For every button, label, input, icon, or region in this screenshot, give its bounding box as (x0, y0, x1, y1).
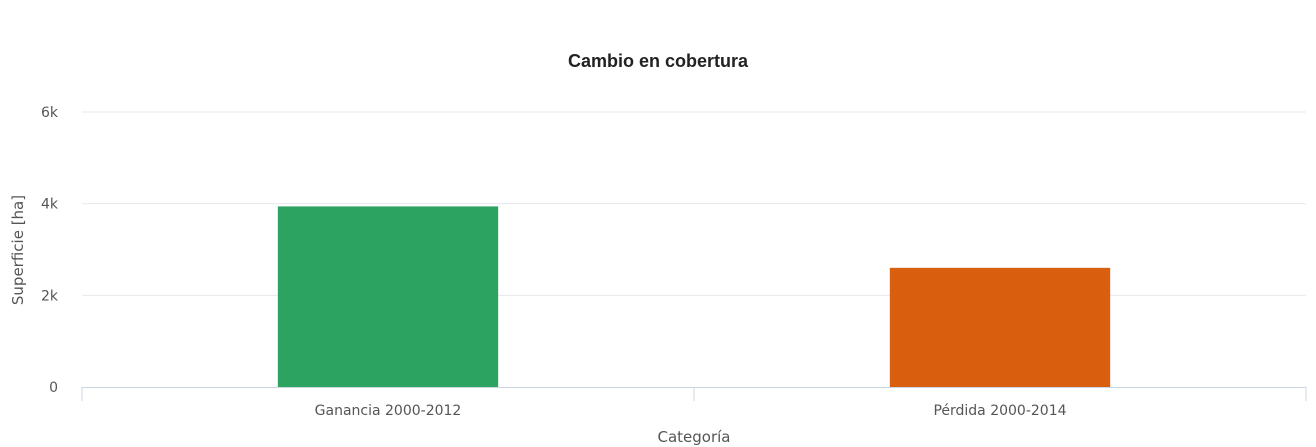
y-tick-label: 0 (49, 380, 58, 396)
y-tick-label: 6k (41, 105, 59, 121)
y-axis-ticks: 0 2k 4k 6k (41, 105, 59, 396)
x-axis-ticks: Ganancia 2000-2012 Pérdida 2000-2014 (315, 403, 1067, 419)
y-axis-label: Superficie [ha] (9, 195, 27, 305)
x-axis (81, 387, 1307, 401)
x-tick-label: Ganancia 2000-2012 (315, 403, 462, 419)
bar-perdida[interactable] (889, 267, 1111, 387)
bar-ganancia[interactable] (277, 206, 499, 387)
x-tick-label: Pérdida 2000-2014 (933, 403, 1066, 419)
gridlines (82, 111, 1306, 296)
bars (277, 206, 1111, 387)
chart-title: Cambio en cobertura (568, 51, 749, 71)
y-tick-label: 4k (41, 197, 59, 213)
y-tick-label: 2k (41, 288, 59, 304)
x-axis-label: Categoría (657, 428, 730, 446)
